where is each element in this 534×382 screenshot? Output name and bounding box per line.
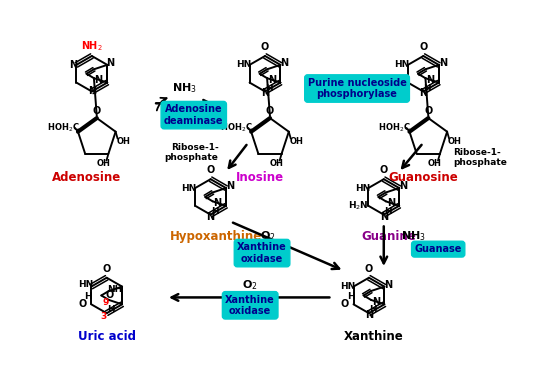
Text: Ribose-1-
phosphate: Ribose-1- phosphate [453,148,507,167]
Text: Xanthine
oxidase: Xanthine oxidase [237,242,287,264]
Text: Xanthine: Xanthine [344,330,404,343]
Text: NH: NH [107,285,122,293]
Text: Purine nucleoside
phosphorylase: Purine nucleoside phosphorylase [308,78,406,99]
Text: OH: OH [448,137,462,146]
Text: H$_2$N: H$_2$N [348,199,369,212]
Text: OH: OH [97,159,111,168]
Text: O: O [341,299,349,309]
Text: Adenosine: Adenosine [52,171,122,184]
Text: N: N [69,60,77,70]
Text: H: H [265,84,273,92]
Text: HN: HN [236,60,252,70]
Text: Xanthine
oxidase: Xanthine oxidase [225,295,275,316]
Text: O: O [365,264,373,274]
Text: N: N [207,212,215,222]
Text: HOH$_2$C: HOH$_2$C [220,122,253,134]
Text: N: N [380,212,388,222]
Text: Uric acid: Uric acid [77,330,136,343]
Text: Hypoxanthine: Hypoxanthine [169,230,262,243]
Text: O: O [207,165,215,175]
Text: N: N [399,181,407,191]
Text: HOH$_2$C: HOH$_2$C [378,122,411,134]
Text: N: N [226,181,234,191]
Text: HN: HN [355,183,370,193]
Text: H: H [211,207,218,216]
Text: H: H [347,292,355,301]
Text: HN: HN [77,280,93,289]
Text: NH$_2$: NH$_2$ [81,39,103,53]
Text: Guanosine: Guanosine [388,171,458,184]
Text: O: O [78,299,87,309]
Text: H: H [369,305,377,314]
Text: N: N [372,297,380,307]
Text: O: O [93,106,101,116]
Text: HN: HN [395,60,410,70]
Text: O: O [380,165,388,175]
Text: O: O [266,106,274,116]
Text: Ribose-1-
phosphate: Ribose-1- phosphate [164,143,218,162]
Text: OH: OH [270,159,284,168]
Text: N: N [280,58,288,68]
Text: O: O [419,42,428,52]
Text: HN: HN [340,282,355,291]
Text: HN: HN [182,183,197,193]
Text: O$_2$: O$_2$ [242,278,258,291]
Text: OH: OH [428,159,442,168]
Text: N: N [214,198,222,208]
Text: N: N [261,89,269,99]
Text: N: N [384,280,392,290]
Text: H: H [384,207,391,216]
Text: OH: OH [290,137,304,146]
Text: Guanine: Guanine [362,230,416,243]
Text: OH: OH [116,137,130,146]
Text: Inosine: Inosine [236,171,284,184]
Text: N: N [106,58,114,68]
Text: Adenosine
deaminase: Adenosine deaminase [164,104,224,126]
Text: N: N [426,75,435,85]
Text: O: O [261,42,269,52]
Text: 3: 3 [100,312,107,320]
Text: O: O [103,264,111,274]
Text: HOH$_2$C: HOH$_2$C [47,122,80,134]
Text: N: N [88,86,96,97]
Text: N: N [94,75,102,85]
Text: Guanase: Guanase [414,244,462,254]
Text: H: H [423,84,431,92]
Text: H: H [107,305,115,314]
Text: O: O [105,290,113,301]
Text: N: N [419,89,427,99]
Text: N: N [438,58,447,68]
Text: 9: 9 [103,298,109,308]
Text: H$_2$N: H$_2$N [388,76,409,89]
Text: O$_2$: O$_2$ [260,230,276,243]
Text: N: N [365,310,373,320]
Text: N: N [387,198,395,208]
Text: N: N [268,75,276,85]
Text: H: H [84,292,92,301]
Text: NH$_3$: NH$_3$ [401,230,426,243]
Text: O: O [424,106,433,116]
Text: NH$_3$: NH$_3$ [171,82,196,96]
